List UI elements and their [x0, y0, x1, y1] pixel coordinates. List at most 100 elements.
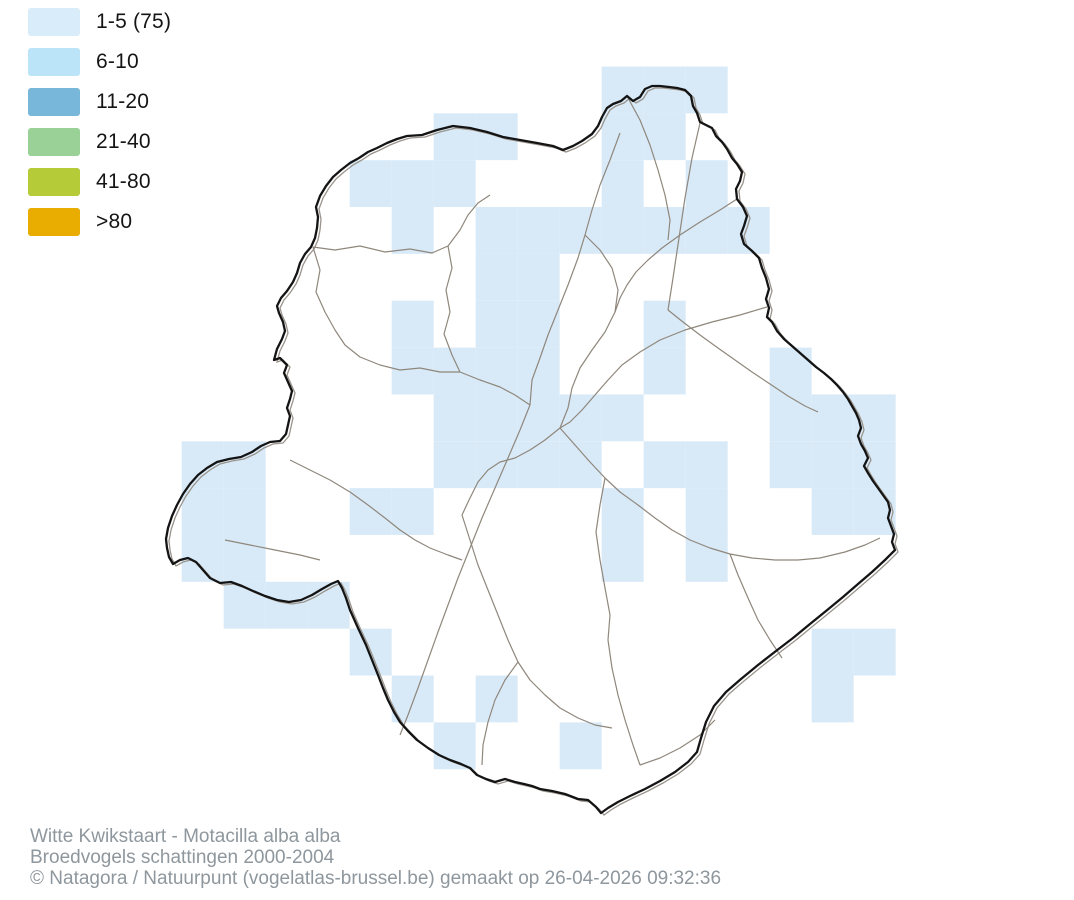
grid-cell	[391, 488, 434, 535]
grid-cell	[811, 488, 854, 535]
grid-cell	[475, 394, 518, 442]
grid-cell	[517, 300, 560, 348]
grid-cell	[559, 722, 602, 770]
legend-label: 6-10	[96, 50, 139, 73]
grid-cell	[643, 347, 686, 395]
grid-cell	[811, 441, 854, 489]
map-caption: Witte Kwikstaart - Motacilla alba alba B…	[30, 826, 721, 889]
legend-item: 41-80	[28, 168, 171, 196]
municipal-boundary	[614, 198, 738, 313]
legend-item: 6-10	[28, 48, 171, 76]
grid-cell	[475, 207, 518, 254]
grid-cell	[601, 394, 644, 442]
grid-cell	[601, 160, 644, 208]
legend-item: >80	[28, 208, 171, 236]
municipal-boundary	[667, 122, 701, 311]
grid-cell	[517, 441, 560, 489]
grid-cell	[433, 347, 476, 395]
municipal-boundary	[559, 234, 619, 429]
legend-label: 1-5 (75)	[96, 10, 172, 33]
grid-cell	[517, 347, 560, 395]
grid-cell	[601, 207, 644, 254]
legend-swatch	[28, 128, 80, 156]
grid-cell	[685, 535, 728, 582]
municipal-boundary	[312, 246, 460, 373]
grid-cell	[685, 160, 728, 208]
municipal-boundary	[399, 404, 531, 736]
grid-cell	[643, 207, 686, 254]
grid-cell	[349, 488, 392, 535]
legend-label: 11-20	[96, 90, 150, 113]
legend-swatch	[28, 168, 80, 196]
municipal-boundary	[559, 427, 881, 561]
copyright-line: © Natagora / Natuurpunt (vogelatlas-brus…	[30, 868, 722, 889]
municipal-boundary	[461, 427, 561, 516]
grid-cell	[433, 113, 476, 161]
grid-cell	[601, 113, 644, 161]
grid-cell	[769, 347, 812, 395]
region-boundary-shadow	[168, 87, 899, 816]
municipal-boundary	[289, 459, 463, 561]
grid-cell	[349, 160, 392, 208]
legend: 1-5 (75) 6-10 11-20 21-40 41-80 >80	[28, 8, 171, 248]
grid-cell	[475, 253, 518, 301]
grid-cell	[433, 441, 476, 489]
grid-cell	[811, 394, 854, 442]
municipal-boundary	[443, 245, 461, 373]
municipal-boundary	[639, 719, 716, 766]
survey-subtitle: Broedvogels schattingen 2000-2004	[30, 847, 335, 868]
municipal-boundary	[459, 371, 531, 406]
municipal-boundary	[224, 539, 321, 561]
grid-cell	[601, 535, 644, 582]
legend-swatch	[28, 88, 80, 116]
grid-cell	[433, 160, 476, 208]
grid-cell	[181, 441, 224, 489]
legend-swatch	[28, 208, 80, 236]
grid-cell	[811, 628, 854, 676]
legend-label: 41-80	[96, 170, 151, 193]
municipal-boundary	[447, 194, 491, 247]
grid-cell	[391, 347, 434, 395]
grid-cell	[685, 488, 728, 535]
species-title: Witte Kwikstaart - Motacilla alba alba	[30, 826, 341, 847]
municipal-boundary	[312, 245, 449, 254]
grid-cells-layer	[181, 66, 896, 770]
legend-item: 21-40	[28, 128, 171, 156]
legend-label: 21-40	[96, 130, 151, 153]
municipal-boundary	[529, 132, 621, 406]
grid-cell	[265, 581, 308, 629]
region-outline-shadow	[168, 87, 899, 816]
grid-cell	[517, 207, 560, 254]
grid-cell	[223, 441, 266, 489]
grid-cell	[685, 441, 728, 489]
grid-cell	[475, 347, 518, 395]
grid-cell	[643, 300, 686, 348]
municipal-boundary	[667, 309, 819, 413]
grid-cell	[391, 160, 434, 208]
grid-cell	[391, 207, 434, 254]
grid-cell	[181, 488, 224, 535]
grid-cell	[811, 675, 854, 723]
grid-cell	[769, 441, 812, 489]
legend-item: 1-5 (75)	[28, 8, 171, 36]
region-outline	[164, 84, 897, 815]
grid-cell	[475, 300, 518, 348]
grid-cell	[223, 488, 266, 535]
grid-cell	[643, 113, 686, 161]
grid-cell	[685, 207, 728, 254]
grid-cell	[391, 675, 434, 723]
municipal-boundary	[626, 95, 671, 241]
municipal-boundaries-layer	[224, 95, 881, 766]
grid-cell	[223, 535, 266, 582]
grid-cell	[433, 394, 476, 442]
municipal-boundary	[481, 661, 519, 766]
legend-swatch	[28, 8, 80, 36]
municipal-boundary	[559, 306, 768, 429]
municipal-boundary	[729, 553, 783, 659]
legend-item: 11-20	[28, 88, 171, 116]
grid-cell	[517, 253, 560, 301]
legend-swatch	[28, 48, 80, 76]
grid-cell	[391, 300, 434, 348]
